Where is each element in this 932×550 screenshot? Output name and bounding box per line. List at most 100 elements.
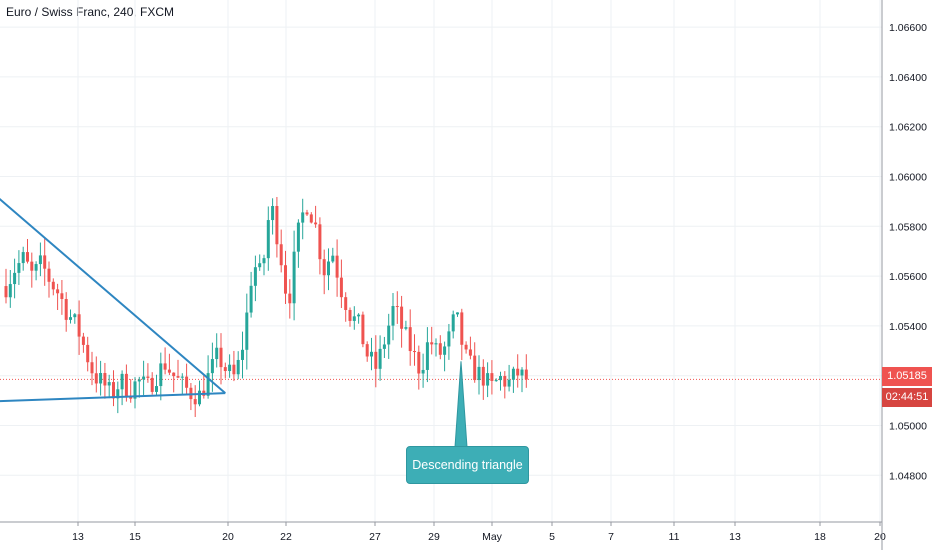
candle-body <box>86 344 90 363</box>
candle-body <box>163 363 167 370</box>
candle-body <box>176 376 180 378</box>
candle-body <box>38 255 42 265</box>
candle-body <box>90 362 94 374</box>
price-axis-label: 1.06400 <box>889 72 927 84</box>
candle-body <box>357 314 361 317</box>
candle-body <box>516 368 520 376</box>
candle-body <box>473 355 477 381</box>
candle-body <box>451 314 455 332</box>
chart-grid <box>0 0 882 522</box>
price-axis-label: 1.05800 <box>889 221 927 233</box>
candle-body <box>129 396 133 399</box>
candle-body <box>443 346 447 355</box>
price-axis-label: 1.06600 <box>889 22 927 34</box>
candle-body <box>69 317 72 320</box>
time-axis-label: 5 <box>549 531 555 543</box>
candle-body <box>137 379 141 382</box>
time-axis-label: 11 <box>669 531 680 543</box>
candle-body <box>155 386 158 392</box>
candle-body <box>430 342 434 345</box>
price-axis-label: 1.04800 <box>889 470 927 482</box>
time-axis-label: 22 <box>280 531 292 543</box>
candle-body <box>64 298 68 320</box>
trendline <box>0 198 226 394</box>
candle-body <box>499 376 502 381</box>
candle-body <box>107 382 111 386</box>
candle-body <box>266 220 270 259</box>
candle-body <box>421 369 425 374</box>
candle-body <box>520 369 524 376</box>
candle-body <box>30 261 34 271</box>
candle-body <box>408 327 412 352</box>
candle-body <box>262 258 266 264</box>
candle-body <box>391 306 395 326</box>
candle-body <box>387 325 391 345</box>
candle-body <box>112 382 115 399</box>
candle-body <box>374 351 378 369</box>
candle-body <box>8 284 12 298</box>
candle-body <box>365 344 369 357</box>
chart-title: Euro / Swiss Franc, 240, FXCM <box>6 5 175 19</box>
candle-body <box>460 312 464 345</box>
candle-body <box>352 316 356 321</box>
time-axis-label: 7 <box>608 531 614 543</box>
candle-body <box>142 376 146 380</box>
candle-body <box>198 390 201 405</box>
candle-body <box>120 373 124 390</box>
candle-body <box>56 289 60 294</box>
candle-body <box>258 263 262 268</box>
candle-body <box>253 267 257 286</box>
candle-body <box>318 224 322 260</box>
candle-body <box>292 251 296 304</box>
time-axis-label: May <box>482 531 503 543</box>
candle-body <box>13 272 17 285</box>
candle-body <box>146 376 150 378</box>
candle-body <box>331 255 335 262</box>
candle-body <box>180 376 184 378</box>
candle-body <box>314 222 318 225</box>
candle-body <box>172 372 176 377</box>
candle-body <box>21 252 25 264</box>
candle-body <box>378 348 382 369</box>
candle-body <box>241 349 244 360</box>
candle-body <box>4 286 8 298</box>
candle-body <box>43 255 47 269</box>
candle-body <box>34 264 38 271</box>
candle-body <box>133 381 137 399</box>
candle-body <box>400 306 404 329</box>
candle-body <box>219 347 223 368</box>
trendline <box>0 392 226 403</box>
candle-body <box>26 252 29 262</box>
candle-body <box>288 293 292 304</box>
candle-body <box>348 309 352 321</box>
time-axis-label: 13 <box>729 531 741 543</box>
candle-body <box>245 312 249 350</box>
candle-body <box>301 212 305 223</box>
candle-body <box>77 314 81 337</box>
candle-body <box>438 343 442 355</box>
price-axis-label: 1.06000 <box>889 172 927 184</box>
time-axis-label: 20 <box>222 531 234 543</box>
candle-body <box>404 327 408 329</box>
candle-body <box>490 373 494 381</box>
callout-pointer <box>454 361 468 448</box>
candlesticks <box>4 196 528 418</box>
candle-body <box>417 351 421 374</box>
price-axis-label: 1.05400 <box>889 321 927 333</box>
candle-body <box>511 368 515 380</box>
candle-body <box>167 369 171 373</box>
candle-body <box>60 293 64 299</box>
candle-body <box>47 268 51 282</box>
candle-body <box>271 206 275 221</box>
candle-body <box>507 379 511 387</box>
candle-body <box>279 244 283 266</box>
candle-body <box>210 359 214 374</box>
descending-triangle-label[interactable]: Descending triangle <box>406 446 529 484</box>
time-axis-label: 15 <box>129 531 141 543</box>
current-price-tag: 1.05185 <box>882 367 932 386</box>
candle-body <box>185 376 189 388</box>
candle-body <box>327 261 330 276</box>
trendlines <box>0 198 226 403</box>
candle-body <box>468 349 472 356</box>
candle-body <box>81 336 85 345</box>
